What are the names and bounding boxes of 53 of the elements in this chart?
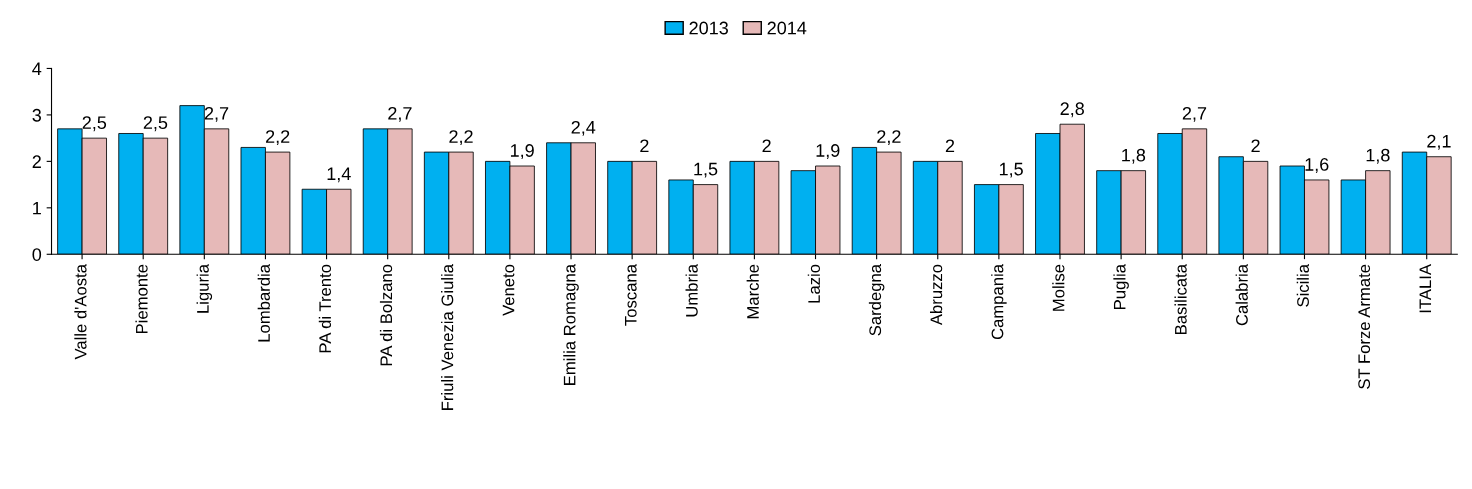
data-label: 2 — [640, 139, 649, 153]
y-tick-label: 2 — [32, 155, 41, 168]
x-tick-label: Friuli Venezia Giulia — [441, 264, 454, 410]
data-label: 2 — [1251, 139, 1260, 153]
y-tick-label: 0 — [32, 248, 42, 261]
x-tick-label: Lombardia — [257, 264, 270, 342]
data-label: 2,2 — [449, 130, 473, 146]
data-label: 2,2 — [266, 130, 290, 146]
data-label: 2 — [945, 139, 955, 153]
data-label: 2,8 — [1060, 102, 1084, 118]
data-label: 2,7 — [204, 106, 229, 122]
y-tick-label: 4 — [32, 62, 42, 75]
x-tick-label: ST Forze Armate — [1358, 264, 1371, 389]
x-tick-label: Piemonte — [135, 264, 148, 334]
x-tick-label: PA di Trento — [318, 264, 332, 353]
x-tick-label: Lazio — [807, 264, 820, 303]
x-tick-label: Calabria — [1235, 264, 1248, 326]
data-label: 1,4 — [327, 167, 351, 183]
x-tick-label: Basilicata — [1174, 264, 1187, 334]
data-label: 1,5 — [999, 162, 1023, 178]
x-tick-label: Campania — [991, 264, 1007, 340]
y-tick-label: 3 — [32, 108, 42, 122]
data-label: 1,8 — [1122, 148, 1146, 164]
data-label: 2,4 — [571, 120, 596, 136]
x-tick-label: Marche — [746, 264, 759, 319]
x-tick-label: PA di Bolzano — [379, 264, 393, 366]
legend-label: 2014 — [767, 21, 807, 35]
data-label: 1,6 — [1305, 158, 1329, 173]
data-label: 1,9 — [510, 144, 534, 160]
y-tick-label: 1 — [33, 201, 41, 215]
x-tick-label: Molise — [1052, 264, 1065, 311]
x-tick-label: Veneto — [502, 264, 515, 316]
data-label: 2,2 — [877, 130, 901, 146]
data-label: 1,8 — [1366, 148, 1390, 164]
x-tick-label: Toscana — [625, 264, 637, 326]
x-tick-label: Liguria — [196, 264, 213, 313]
data-label: 2,5 — [82, 116, 107, 132]
x-tick-label: Valle d'Aosta — [74, 264, 87, 360]
x-tick-label: Sicilia — [1296, 264, 1309, 307]
x-tick-label: Puglia — [1113, 264, 1129, 309]
data-label: 2,5 — [143, 116, 168, 132]
data-label: 1,5 — [694, 162, 718, 178]
data-label: 1,9 — [816, 144, 840, 160]
data-label: 2,7 — [388, 106, 412, 122]
x-tick-label: ITALIA — [1419, 264, 1432, 313]
x-tick-label: Umbria — [685, 264, 698, 317]
legend-label: 2013 — [689, 21, 728, 35]
x-tick-label: Abruzzo — [929, 264, 943, 326]
x-tick-label: Sardegna — [868, 264, 885, 336]
data-label: 2,7 — [1182, 106, 1207, 122]
data-label: 2,1 — [1427, 134, 1451, 150]
data-label: 2 — [762, 139, 771, 153]
x-tick-label: Emilia Romagna — [563, 264, 579, 385]
